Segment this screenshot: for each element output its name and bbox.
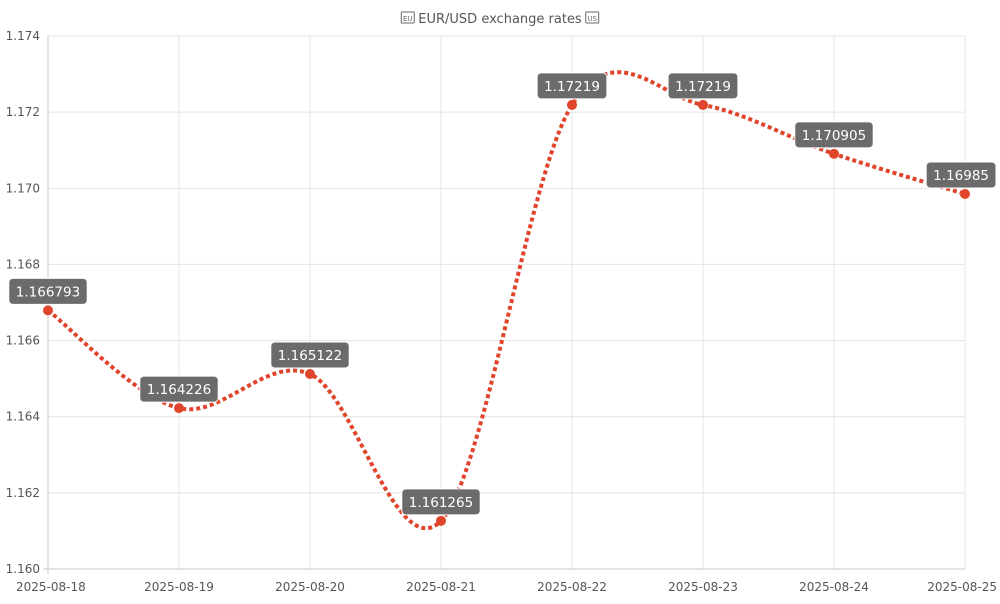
chart-title-text: EUR/USD exchange rates — [418, 12, 582, 27]
y-tick-label: 1.166 — [6, 334, 40, 348]
data-label-text: 1.17219 — [544, 79, 600, 95]
data-point[interactable] — [43, 305, 53, 316]
y-tick-label: 1.170 — [6, 181, 40, 195]
data-label-text: 1.17219 — [675, 79, 731, 95]
data-label: 1.164226 — [139, 375, 219, 403]
x-tick-label: 2025-08-22 — [537, 580, 607, 594]
us-flag-icon: US — [585, 11, 600, 24]
data-label-text: 1.165122 — [278, 348, 342, 364]
data-label: 1.17219 — [667, 72, 739, 100]
data-label: 1.16985 — [925, 161, 997, 189]
series-path — [46, 70, 966, 531]
data-label: 1.170905 — [794, 121, 874, 149]
data-label-text: 1.164226 — [147, 382, 211, 398]
svg-text:EU: EU — [403, 15, 413, 23]
data-points — [43, 99, 970, 526]
data-label: 1.166793 — [8, 277, 88, 305]
data-point[interactable] — [174, 403, 184, 414]
series-line — [46, 70, 966, 531]
svg-text:US: US — [587, 15, 597, 23]
data-point[interactable] — [960, 188, 970, 199]
x-tick-label: 2025-08-24 — [799, 580, 869, 594]
data-label-text: 1.16985 — [933, 168, 989, 184]
data-label: 1.161265 — [401, 488, 481, 516]
x-axis-ticks: 2025-08-18 2025-08-19 2025-08-20 2025-08-21… — [16, 580, 997, 594]
y-tick-label: 1.174 — [6, 29, 40, 43]
data-point[interactable] — [567, 99, 577, 110]
y-tick-label: 1.172 — [6, 105, 40, 119]
y-tick-label: 1.160 — [6, 562, 40, 576]
data-label: 1.165122 — [270, 341, 350, 369]
chart-title: EU EUR/USD exchange rates US — [400, 11, 600, 27]
x-tick-label: 2025-08-20 — [275, 580, 345, 594]
data-point[interactable] — [436, 515, 446, 526]
data-label-text: 1.170905 — [802, 128, 866, 144]
data-label-text: 1.166793 — [16, 284, 80, 300]
data-labels: 1.166793 1.164226 1.165122 1.161265 1.17219 1… — [8, 72, 997, 516]
eu-flag-icon: EU — [400, 11, 415, 24]
x-tick-label: 2025-08-23 — [668, 580, 738, 594]
data-label-text: 1.161265 — [409, 495, 473, 511]
x-tick-label: 2025-08-18 — [16, 580, 86, 594]
x-tick-label: 2025-08-19 — [144, 580, 214, 594]
y-tick-label: 1.164 — [6, 410, 40, 424]
y-tick-label: 1.168 — [6, 257, 40, 271]
data-label: 1.17219 — [536, 72, 608, 100]
y-axis-ticks: 1.160 1.162 1.164 1.166 1.168 1.170 1.172 1.174 — [6, 29, 40, 576]
y-tick-label: 1.162 — [6, 486, 40, 500]
data-point[interactable] — [305, 368, 315, 379]
data-point[interactable] — [698, 99, 708, 110]
axes — [43, 36, 965, 574]
x-tick-label: 2025-08-25 — [927, 580, 997, 594]
data-point[interactable] — [829, 148, 839, 159]
gridlines — [47, 35, 966, 570]
x-tick-label: 2025-08-21 — [406, 580, 476, 594]
